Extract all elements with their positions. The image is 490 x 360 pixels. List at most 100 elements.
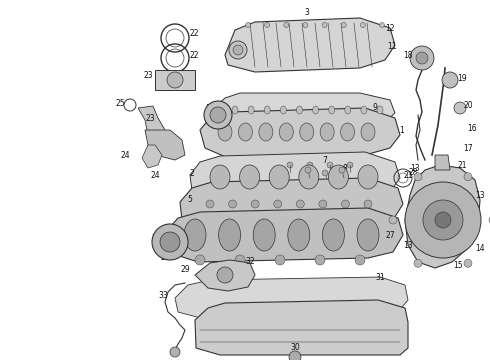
Circle shape <box>206 200 214 208</box>
Ellipse shape <box>361 106 367 114</box>
Circle shape <box>489 216 490 224</box>
Text: 12: 12 <box>385 23 395 32</box>
Circle shape <box>416 52 428 64</box>
Circle shape <box>414 173 422 181</box>
Text: 36: 36 <box>151 234 161 243</box>
Circle shape <box>423 200 463 240</box>
Text: 20: 20 <box>463 100 473 109</box>
Ellipse shape <box>232 106 238 114</box>
Ellipse shape <box>218 123 232 141</box>
Polygon shape <box>165 208 403 262</box>
Circle shape <box>284 23 289 27</box>
Text: 22: 22 <box>189 28 199 37</box>
Circle shape <box>307 162 313 168</box>
Polygon shape <box>142 145 162 168</box>
Circle shape <box>275 255 285 265</box>
Circle shape <box>322 23 327 27</box>
Polygon shape <box>215 93 395 127</box>
Circle shape <box>167 72 183 88</box>
Text: 24: 24 <box>120 150 130 159</box>
Ellipse shape <box>184 219 206 251</box>
Circle shape <box>389 216 397 224</box>
Text: 21: 21 <box>403 171 413 180</box>
Circle shape <box>435 212 451 228</box>
Circle shape <box>410 46 434 70</box>
Ellipse shape <box>358 165 378 189</box>
Circle shape <box>319 200 327 208</box>
Text: 2: 2 <box>190 168 195 177</box>
Text: 17: 17 <box>463 144 473 153</box>
Circle shape <box>364 200 372 208</box>
Polygon shape <box>190 152 400 201</box>
Circle shape <box>464 259 472 267</box>
Circle shape <box>454 102 466 114</box>
Ellipse shape <box>320 123 334 141</box>
Circle shape <box>305 167 311 173</box>
Text: 25: 25 <box>115 99 125 108</box>
Ellipse shape <box>264 106 270 114</box>
Text: 19: 19 <box>457 73 467 82</box>
Text: 33: 33 <box>158 291 168 300</box>
Polygon shape <box>175 277 408 320</box>
Circle shape <box>315 255 325 265</box>
Circle shape <box>464 173 472 181</box>
Circle shape <box>379 23 385 27</box>
Ellipse shape <box>248 106 254 114</box>
Circle shape <box>289 351 301 360</box>
Circle shape <box>274 200 282 208</box>
Text: 32: 32 <box>245 257 255 266</box>
Circle shape <box>228 200 237 208</box>
Circle shape <box>327 162 333 168</box>
Polygon shape <box>200 108 400 158</box>
Circle shape <box>442 72 458 88</box>
Polygon shape <box>435 155 450 170</box>
Text: 11: 11 <box>387 41 397 50</box>
Text: 18: 18 <box>403 50 413 59</box>
Polygon shape <box>195 300 408 355</box>
Text: 16: 16 <box>467 123 477 132</box>
Text: 24: 24 <box>150 171 160 180</box>
Polygon shape <box>195 260 255 291</box>
Ellipse shape <box>322 219 344 251</box>
Text: 15: 15 <box>453 261 463 270</box>
Ellipse shape <box>361 123 375 141</box>
Polygon shape <box>145 130 185 160</box>
Text: 13: 13 <box>410 163 420 172</box>
Circle shape <box>342 200 349 208</box>
Circle shape <box>347 162 353 168</box>
Text: 29: 29 <box>180 266 190 274</box>
Ellipse shape <box>210 165 230 189</box>
Text: 13: 13 <box>403 240 413 249</box>
Circle shape <box>204 101 232 129</box>
Circle shape <box>360 23 366 27</box>
Polygon shape <box>405 165 480 268</box>
Ellipse shape <box>296 106 302 114</box>
Text: 5: 5 <box>188 194 193 203</box>
Ellipse shape <box>240 165 260 189</box>
Ellipse shape <box>279 123 294 141</box>
Text: 31: 31 <box>375 274 385 283</box>
Polygon shape <box>180 178 403 230</box>
Ellipse shape <box>341 123 355 141</box>
Text: 10: 10 <box>205 104 215 113</box>
Circle shape <box>414 259 422 267</box>
Circle shape <box>210 107 226 123</box>
Circle shape <box>160 232 180 252</box>
Circle shape <box>405 182 481 258</box>
Circle shape <box>245 23 250 27</box>
Circle shape <box>170 347 180 357</box>
Ellipse shape <box>219 219 241 251</box>
Text: 14: 14 <box>475 243 485 252</box>
Circle shape <box>287 162 293 168</box>
Text: 1: 1 <box>400 126 404 135</box>
Ellipse shape <box>328 165 348 189</box>
Circle shape <box>296 200 304 208</box>
Ellipse shape <box>299 165 319 189</box>
Ellipse shape <box>253 219 275 251</box>
Text: 28: 28 <box>408 167 418 176</box>
Circle shape <box>251 200 259 208</box>
Text: 23: 23 <box>143 71 153 80</box>
Ellipse shape <box>345 106 351 114</box>
Text: 22: 22 <box>189 50 199 59</box>
Circle shape <box>195 255 205 265</box>
